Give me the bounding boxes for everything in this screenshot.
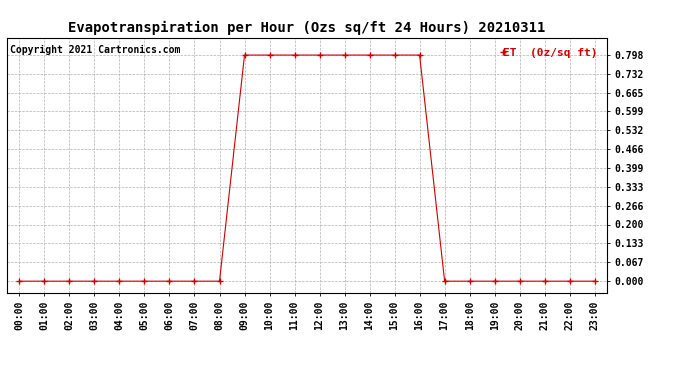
ET  (0z/sq ft) xyxy=(90,279,99,284)
ET  (0z/sq ft) xyxy=(290,53,299,57)
ET  (0z/sq ft) xyxy=(440,279,449,284)
ET  (0z/sq ft) xyxy=(566,279,574,284)
ET  (0z/sq ft) xyxy=(591,279,599,284)
ET  (0z/sq ft) xyxy=(391,53,399,57)
ET  (0z/sq ft) xyxy=(366,53,374,57)
ET  (0z/sq ft) xyxy=(140,279,148,284)
ET  (0z/sq ft) xyxy=(240,53,248,57)
Legend: ET  (0z/sq ft): ET (0z/sq ft) xyxy=(498,43,602,62)
ET  (0z/sq ft) xyxy=(115,279,124,284)
ET  (0z/sq ft) xyxy=(415,53,424,57)
ET  (0z/sq ft) xyxy=(40,279,48,284)
Title: Evapotranspiration per Hour (Ozs sq/ft 24 Hours) 20210311: Evapotranspiration per Hour (Ozs sq/ft 2… xyxy=(68,21,546,35)
ET  (0z/sq ft) xyxy=(15,279,23,284)
ET  (0z/sq ft) xyxy=(315,53,324,57)
ET  (0z/sq ft) xyxy=(540,279,549,284)
ET  (0z/sq ft) xyxy=(515,279,524,284)
Text: Copyright 2021 Cartronics.com: Copyright 2021 Cartronics.com xyxy=(10,45,180,55)
ET  (0z/sq ft) xyxy=(466,279,474,284)
Line: ET  (0z/sq ft): ET (0z/sq ft) xyxy=(17,52,598,284)
ET  (0z/sq ft) xyxy=(190,279,199,284)
ET  (0z/sq ft) xyxy=(491,279,499,284)
ET  (0z/sq ft) xyxy=(215,279,224,284)
ET  (0z/sq ft) xyxy=(66,279,74,284)
ET  (0z/sq ft) xyxy=(266,53,274,57)
ET  (0z/sq ft) xyxy=(340,53,348,57)
ET  (0z/sq ft) xyxy=(166,279,174,284)
